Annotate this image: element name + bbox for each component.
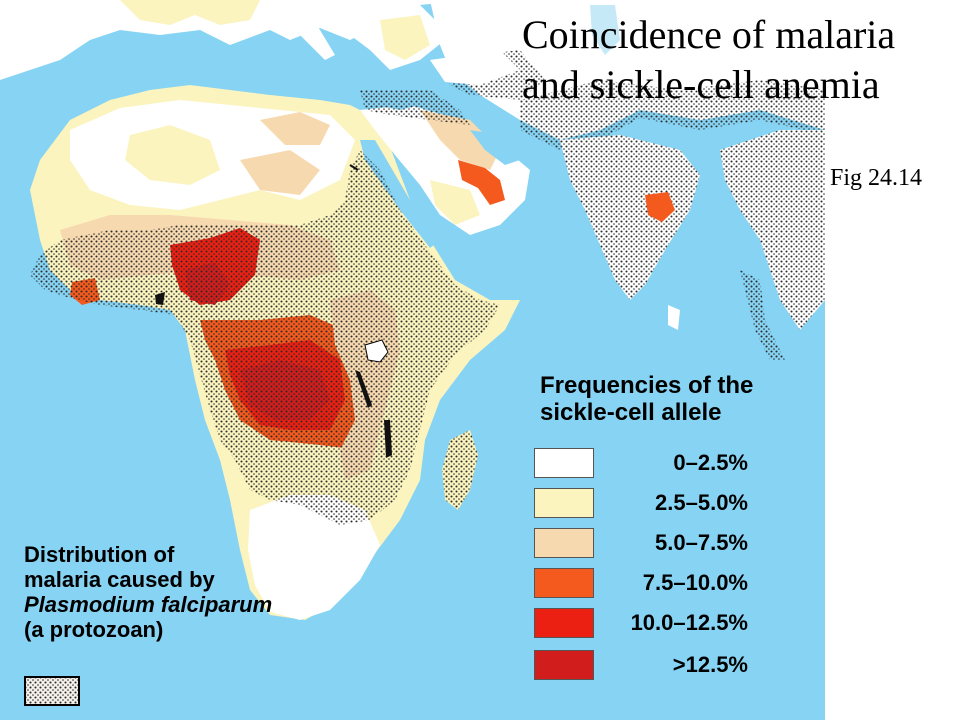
malaria-legend-text: Distribution of malaria caused by Plasmo… xyxy=(24,542,354,642)
legend-item: 10.0–12.5% xyxy=(534,608,824,642)
iberia-italy-land xyxy=(120,0,260,25)
lake-chad xyxy=(155,292,165,305)
southeast-asia-stipple xyxy=(720,130,825,330)
legend-label: 7.5–10.0% xyxy=(642,570,748,595)
legend-label: 2.5–5.0% xyxy=(655,490,748,515)
legend-label: 0–2.5% xyxy=(673,450,748,475)
persian-gulf xyxy=(470,130,520,165)
europe-land xyxy=(0,0,430,80)
caspian xyxy=(590,5,620,55)
lake-victoria xyxy=(364,339,389,363)
india-stipple xyxy=(560,135,700,300)
arabia-peach xyxy=(420,110,500,170)
turkey-white xyxy=(430,50,520,85)
africa-map xyxy=(0,0,825,720)
legend-swatch xyxy=(534,488,594,518)
arabia-orange xyxy=(458,160,505,205)
legend-swatch xyxy=(534,608,594,638)
legend-swatch xyxy=(534,528,594,558)
legend-swatch xyxy=(534,568,594,598)
malaria-legend-line: malaria caused by xyxy=(24,567,215,592)
malaria-legend-line: Distribution of xyxy=(24,542,175,567)
lake-malawi xyxy=(384,420,392,458)
legend-label: >12.5% xyxy=(672,652,748,677)
legend-item: 5.0–7.5% xyxy=(534,528,824,562)
lake-tanganyika xyxy=(355,370,372,408)
malaria-legend-line: (a protozoan) xyxy=(24,617,164,642)
italy-boot xyxy=(270,0,335,60)
balkans-yellow xyxy=(380,15,430,60)
malaria-stipple-swatch xyxy=(24,676,80,706)
sahara-peach xyxy=(240,150,320,195)
nile xyxy=(349,164,359,171)
sahara-peach-2 xyxy=(260,112,330,145)
andaman xyxy=(740,270,790,380)
legend-swatch xyxy=(534,650,594,680)
asia-stipple-north xyxy=(520,80,825,150)
figure-label: Fig 24.14 xyxy=(830,165,923,191)
sickle-cell-legend-title: Frequencies of the sickle-cell allele xyxy=(540,372,754,426)
south-africa-white xyxy=(248,495,380,620)
slide-title: Coincidence of malaria and sickle-cell a… xyxy=(522,12,896,107)
africa-stipple xyxy=(30,150,500,525)
legend-swatch xyxy=(534,448,594,478)
legend-item: 0–2.5% xyxy=(534,448,824,482)
india-orange xyxy=(645,192,675,222)
red-sea xyxy=(360,140,440,248)
legend-item: 7.5–10.0% xyxy=(534,568,824,602)
legend-item: >12.5% xyxy=(534,650,824,684)
mediterranean xyxy=(60,55,440,110)
legend-label: 10.0–12.5% xyxy=(630,610,748,635)
legend-item: 2.5–5.0% xyxy=(534,488,824,522)
madagascar-stipple xyxy=(442,430,478,510)
middle-east-stipple xyxy=(360,90,470,125)
sri-lanka xyxy=(668,305,680,330)
legend-label: 5.0–7.5% xyxy=(655,530,748,555)
sahara-yellow-patches xyxy=(125,125,220,185)
malaria-legend-species: Plasmodium falciparum xyxy=(24,592,273,617)
arabia-yellow xyxy=(430,180,480,225)
